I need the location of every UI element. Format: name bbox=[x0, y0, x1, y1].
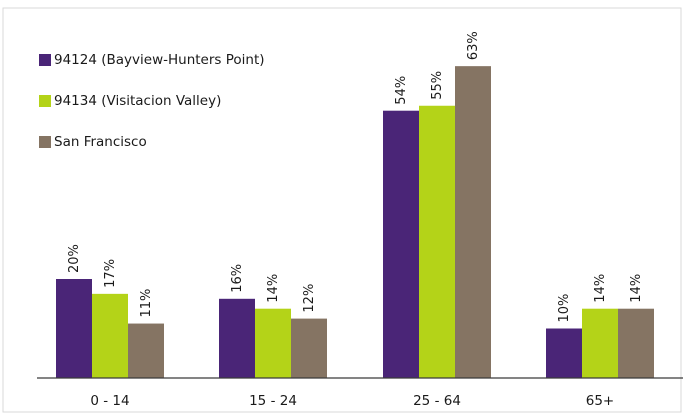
bars-layer bbox=[56, 66, 654, 379]
data-label-94124-3: 54% bbox=[394, 76, 409, 105]
data-label-san-francisco-3: 63% bbox=[466, 31, 481, 60]
x-tick-label-1: 0 - 14 bbox=[90, 393, 129, 409]
bar-94134-4 bbox=[582, 308, 618, 378]
bar-94124-1 bbox=[56, 279, 92, 378]
bar-94134-3 bbox=[419, 105, 455, 378]
legend-label-94124: 94124 (Bayview-Hunters Point) bbox=[54, 52, 265, 68]
bar-94134-2 bbox=[255, 308, 291, 378]
x-tick-label-3: 25 - 64 bbox=[413, 393, 461, 409]
bar-94124-3 bbox=[383, 110, 419, 378]
bar-94124-4 bbox=[546, 328, 582, 378]
data-label-94124-2: 16% bbox=[230, 264, 245, 293]
bar-san-francisco-1 bbox=[128, 323, 164, 378]
legend-swatch-san-francisco bbox=[39, 136, 51, 148]
legend-item-94134: 94134 (Visitacion Valley) bbox=[39, 91, 265, 111]
legend: 94124 (Bayview-Hunters Point) 94134 (Vis… bbox=[39, 50, 265, 173]
legend-swatch-94124 bbox=[39, 54, 51, 66]
data-label-94124-1: 20% bbox=[67, 244, 82, 273]
bar-san-francisco-4 bbox=[618, 308, 654, 378]
legend-label-94134: 94134 (Visitacion Valley) bbox=[54, 93, 222, 109]
legend-item-94124: 94124 (Bayview-Hunters Point) bbox=[39, 50, 265, 70]
legend-item-san-francisco: San Francisco bbox=[39, 132, 265, 152]
data-label-94134-2: 14% bbox=[266, 274, 281, 303]
data-label-san-francisco-2: 12% bbox=[302, 284, 317, 313]
data-labels-layer: 20% 17% 11% 16% 14% 12% 54% 55% 63% 10% 14% 14% bbox=[67, 31, 644, 322]
legend-label-san-francisco: San Francisco bbox=[54, 134, 147, 150]
data-label-san-francisco-4: 14% bbox=[629, 274, 644, 303]
data-label-94124-4: 10% bbox=[557, 294, 572, 323]
x-tick-label-2: 15 - 24 bbox=[249, 393, 297, 409]
bar-san-francisco-2 bbox=[291, 318, 327, 378]
data-label-94134-1: 17% bbox=[103, 259, 118, 288]
legend-swatch-94134 bbox=[39, 95, 51, 107]
bar-94124-2 bbox=[219, 298, 255, 378]
x-tick-labels-layer: 0 - 14 15 - 24 25 - 64 65+ bbox=[90, 393, 614, 409]
chart-border bbox=[2, 7, 682, 413]
data-label-94134-4: 14% bbox=[593, 274, 608, 303]
bar-94134-1 bbox=[92, 293, 128, 378]
data-label-san-francisco-1: 11% bbox=[139, 289, 154, 318]
bar-san-francisco-3 bbox=[455, 66, 491, 379]
data-label-94134-3: 55% bbox=[430, 71, 445, 100]
x-tick-label-4: 65+ bbox=[586, 393, 615, 409]
